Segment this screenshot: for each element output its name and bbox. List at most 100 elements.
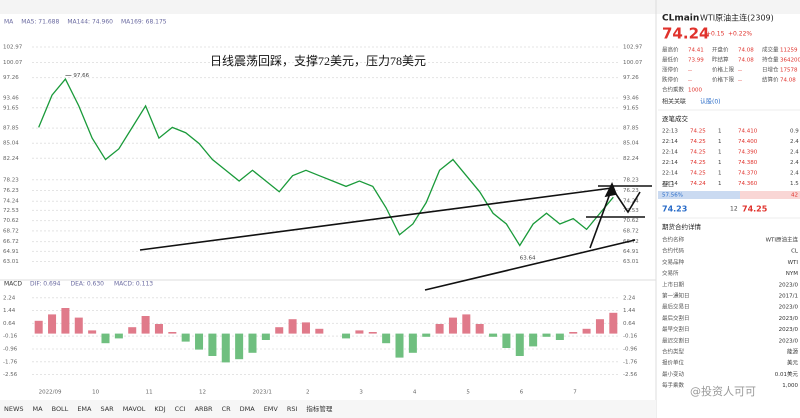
macd-bar <box>355 330 364 334</box>
macd-bar <box>288 319 297 334</box>
y-tick-label-right: 1.44 <box>623 308 636 314</box>
x-tick-label: 6 <box>520 390 524 396</box>
x-tick-label: 12 <box>199 390 206 396</box>
y-tick-label: 97.26 <box>3 75 19 81</box>
stat-label: 跌停价 <box>662 76 679 84</box>
trade-cell: 1 <box>718 139 722 145</box>
book-title: 盘口 <box>662 181 674 189</box>
trend-line <box>424 239 636 291</box>
macd-bar <box>208 333 217 356</box>
y-tick-label-right: 78.23 <box>623 177 639 183</box>
toolbar-item: BOLL <box>52 405 69 413</box>
trade-cell: 22:14 <box>662 181 678 187</box>
toolbar-item: EMV <box>264 405 279 413</box>
stat-value: -- <box>738 68 742 74</box>
y-tick-label: 100.07 <box>3 60 23 66</box>
detail-label: 交易品种 <box>662 258 685 266</box>
macd-bar <box>435 324 444 334</box>
macd-bar <box>342 333 351 339</box>
macd-bar <box>502 333 511 348</box>
stat-value: 74.08 <box>780 78 796 84</box>
y-tick-label: 82.24 <box>3 156 19 162</box>
detail-label: 最早交割日 <box>662 325 690 333</box>
macd-bar <box>582 328 591 334</box>
toolbar-item: MAVOL <box>123 405 146 413</box>
trade-cell: 0.9 <box>790 129 799 135</box>
toolbar-item: RSI <box>287 405 298 413</box>
trade-cell: 2.4 <box>790 160 799 166</box>
detail-value: WTI原油主连 <box>766 236 799 244</box>
y-tick-label-right: 100.07 <box>623 60 643 66</box>
detail-label: 最后交割日 <box>662 314 690 322</box>
toolbar-item: 指标管理 <box>306 404 333 413</box>
x-tick-label: 4 <box>413 390 417 396</box>
max-label: 97.66 <box>73 73 89 79</box>
trade-cell: 2.4 <box>790 171 799 177</box>
y-tick-label-right: 76.23 <box>623 188 639 194</box>
x-tick-label: 5 <box>466 390 470 396</box>
macd-bar <box>569 332 578 334</box>
book-qty: 12 <box>730 206 738 213</box>
trade-cell: 22:14 <box>662 139 678 145</box>
legend-item: MA144: 74.960 <box>67 19 113 26</box>
ask-price: 74.25 <box>742 205 768 214</box>
macd-bar <box>395 333 404 358</box>
trade-cell: 74.360 <box>738 181 758 187</box>
stat-label: 昨结算 <box>712 56 729 64</box>
stat-label: 结算价 <box>762 76 779 84</box>
change-pct: +0.22% <box>728 31 752 38</box>
stat-label: 开盘价 <box>712 46 729 54</box>
ask-bar <box>740 191 800 199</box>
y-tick-label-right: 0.64 <box>623 321 636 327</box>
toolbar-item: KDJ <box>154 405 165 413</box>
stat-label: 价格上限 <box>712 66 735 74</box>
y-tick-label-right: 102.97 <box>623 44 643 50</box>
detail-label: 第一通知日 <box>662 292 690 300</box>
symbol: CLmain <box>662 14 699 24</box>
detail-value: 能源 <box>787 348 799 356</box>
macd-bar <box>141 316 150 334</box>
macd-bar <box>248 333 257 353</box>
trade-cell: 2.4 <box>790 150 799 156</box>
detail-value: CL <box>791 249 799 255</box>
detail-value: 2023/0 <box>779 327 799 333</box>
detail-value: 1,000 <box>782 383 798 389</box>
macd-bar <box>609 312 618 334</box>
legend-item: MA5: 71.688 <box>21 19 59 26</box>
y-tick-label-right: 72.53 <box>623 208 639 214</box>
macd-bar <box>128 327 137 334</box>
toolbar-item: CCI <box>175 405 186 413</box>
stat-value: -- <box>688 78 692 84</box>
detail-label: 最迟交割日 <box>662 336 690 344</box>
detail-label: 报价单位 <box>662 359 685 367</box>
stat-value: 11259 <box>780 48 798 54</box>
macd-bar <box>74 317 83 334</box>
trade-cell: 1 <box>718 160 722 166</box>
macd-bar <box>542 333 551 337</box>
macd-bar <box>154 324 163 334</box>
detail-label: 最小变动 <box>662 370 685 378</box>
detail-value: 0.01美元 <box>775 370 799 378</box>
y-tick-label: -0.96 <box>3 346 18 352</box>
macd-legend: MACD: 0.113 <box>114 281 153 288</box>
detail-value: 美元 <box>787 359 799 367</box>
related-link: 认股(0) <box>700 98 721 106</box>
stat-label: 最低价 <box>662 56 679 64</box>
toolbar-item: MA <box>33 405 44 413</box>
trades-title: 逐笔成交 <box>662 114 689 123</box>
bottom-bar <box>0 400 656 418</box>
trade-cell: 22:13 <box>662 129 678 135</box>
macd-bar <box>235 333 244 360</box>
y-tick-label-right: 97.26 <box>623 75 639 81</box>
trend-line <box>139 187 613 251</box>
x-tick-label: 10 <box>92 390 99 396</box>
related-title: 相关关联 <box>662 98 686 106</box>
macd-bar <box>475 324 484 334</box>
trade-cell: 2.4 <box>790 139 799 145</box>
macd-bar <box>515 333 524 356</box>
stat-value: 74.08 <box>738 58 754 64</box>
toolbar-item: EMA <box>77 405 92 413</box>
stat-label: 持仓量 <box>762 56 779 64</box>
stat-label: 合约乘数 <box>662 86 685 94</box>
y-tick-label: 74.24 <box>3 199 19 205</box>
